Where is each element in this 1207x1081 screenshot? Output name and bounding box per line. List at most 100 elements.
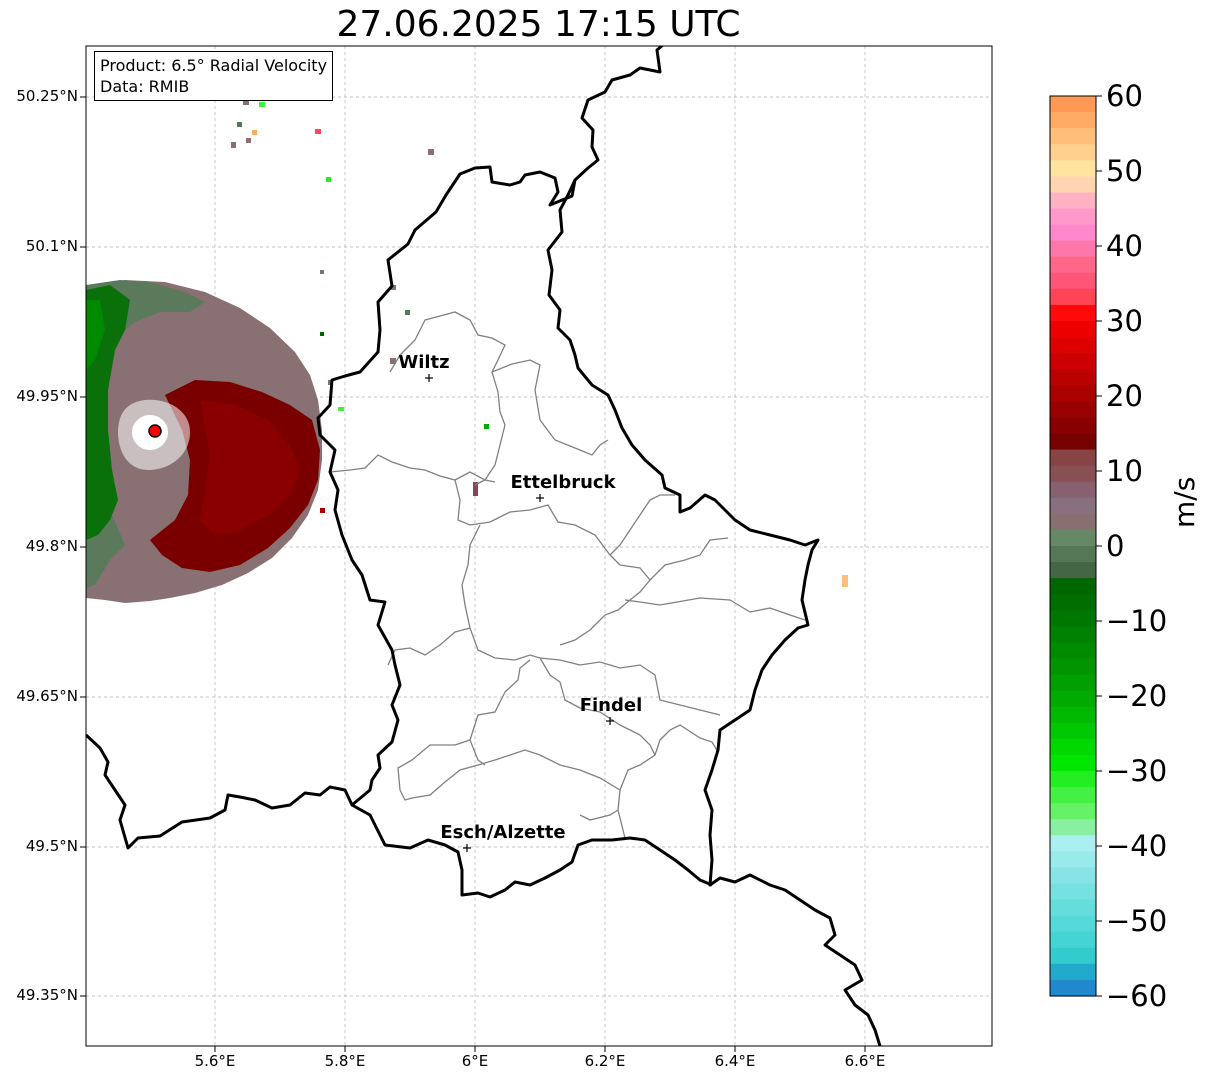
colorbar-band: [1050, 979, 1096, 997]
lat-tick-label: 49.65°N: [16, 687, 78, 705]
canton-borders: [329, 311, 806, 839]
colorbar-band: [1050, 867, 1096, 885]
colorbar-band: [1050, 369, 1096, 386]
colorbar-band: [1050, 224, 1096, 242]
colorbar-band: [1050, 915, 1096, 933]
colorbar-band: [1050, 803, 1096, 820]
colorbar-tick-label: 50: [1106, 154, 1143, 188]
colorbar-band: [1050, 851, 1096, 869]
colorbar-band: [1050, 947, 1096, 965]
colorbar-band: [1050, 963, 1096, 981]
colorbar-band: [1050, 240, 1096, 258]
lon-tick-label: 5.8°E: [324, 1052, 366, 1070]
city-label-wiltz: Wiltz: [398, 352, 449, 373]
colorbar-band: [1050, 754, 1096, 772]
radar-echo-area: [86, 100, 848, 603]
colorbar-tick-label: 30: [1106, 304, 1143, 338]
colorbar-band: [1050, 529, 1096, 547]
colorbar-tick-label: 40: [1106, 229, 1143, 263]
colorbar-band: [1050, 658, 1096, 676]
city-label-findel: Findel: [580, 695, 643, 716]
lon-tick-label: 6°E: [461, 1052, 489, 1070]
colorbar-band: [1050, 626, 1096, 644]
colorbar-tick-label: −60: [1106, 979, 1168, 1013]
colorbar-tick-label: 10: [1106, 454, 1143, 488]
map-title: 27.06.2025 17:15 UTC: [336, 4, 741, 45]
city-marker-findel: [606, 717, 614, 725]
lon-tick-label: 6.4°E: [714, 1052, 756, 1070]
colorbar-unit-label: m/s: [1168, 476, 1201, 528]
colorbar-band: [1050, 112, 1096, 129]
colorbar-tick-label: 20: [1106, 379, 1143, 413]
colorbar-band: [1050, 449, 1096, 467]
colorbar-band: [1050, 706, 1096, 724]
city-marker-ettelbruck: [536, 494, 544, 502]
colorbar-band: [1050, 304, 1096, 322]
colorbar-band: [1050, 433, 1096, 451]
colorbar-band: [1050, 465, 1096, 483]
colorbar-tick-label: −10: [1106, 604, 1168, 638]
city-label-ettelbruck: Ettelbruck: [510, 472, 616, 493]
lat-tick-label: 49.5°N: [25, 837, 78, 855]
lat-tick-label: 49.95°N: [16, 387, 78, 405]
colorbar-band: [1050, 272, 1096, 290]
colorbar-band: [1050, 385, 1096, 402]
colorbar: [1049, 95, 1102, 997]
lon-tick-label: 6.6°E: [844, 1052, 886, 1070]
colorbar-band: [1050, 481, 1096, 499]
colorbar-band: [1050, 771, 1096, 788]
lon-tick-label: 5.6°E: [194, 1052, 236, 1070]
lon-gridlines: [214, 46, 866, 1046]
product-label: Product: 6.5° Radial Velocity: [100, 56, 328, 75]
colorbar-band: [1050, 931, 1096, 949]
data-source-label: Data: RMIB: [100, 77, 190, 96]
colorbar-band: [1050, 513, 1096, 531]
colorbar-band: [1050, 594, 1096, 611]
axis-ticks: [80, 96, 866, 1052]
colorbar-tick-label: −20: [1106, 679, 1168, 713]
colorbar-band: [1050, 883, 1096, 901]
colorbar-band: [1050, 497, 1096, 515]
colorbar-band: [1050, 176, 1096, 194]
colorbar-band: [1050, 835, 1096, 852]
colorbar-band: [1050, 160, 1096, 177]
colorbar-band: [1050, 208, 1096, 226]
colorbar-band: [1050, 642, 1096, 660]
colorbar-band: [1050, 353, 1096, 370]
colorbar-band: [1050, 144, 1096, 161]
city-marker-wiltz: [425, 374, 433, 382]
city-marker-esch: [463, 844, 471, 852]
colorbar-bands: [1050, 96, 1096, 997]
colorbar-tick-label: −40: [1106, 829, 1168, 863]
colorbar-band: [1050, 337, 1096, 354]
product-info-box: Product: 6.5° Radial Velocity Data: RMIB: [94, 51, 334, 101]
radar-site-marker[interactable]: [148, 424, 162, 438]
colorbar-band: [1050, 819, 1096, 836]
colorbar-tick-label: −50: [1106, 904, 1168, 938]
colorbar-band: [1050, 787, 1096, 804]
lat-tick-label: 49.8°N: [25, 537, 78, 555]
national-borders: [86, 46, 882, 1046]
colorbar-band: [1050, 578, 1096, 595]
city-label-esch: Esch/Alzette: [440, 822, 565, 843]
colorbar-band: [1050, 690, 1096, 708]
colorbar-band: [1050, 401, 1096, 419]
lon-tick-label: 6.2°E: [584, 1052, 626, 1070]
lat-tick-label: 50.25°N: [16, 87, 78, 105]
lat-tick-label: 49.35°N: [16, 986, 78, 1004]
map-frame: [85, 45, 993, 1047]
colorbar-band: [1050, 288, 1096, 306]
city-markers: [425, 374, 614, 852]
colorbar-tick-label: −30: [1106, 754, 1168, 788]
colorbar-band: [1050, 738, 1096, 756]
colorbar-band: [1050, 256, 1096, 274]
colorbar-band: [1050, 562, 1096, 579]
colorbar-tick-label: 0: [1106, 529, 1125, 563]
colorbar-tick-label: 60: [1106, 79, 1143, 113]
colorbar-band: [1050, 96, 1096, 113]
colorbar-band: [1050, 722, 1096, 740]
colorbar-band: [1050, 674, 1096, 692]
lat-tick-label: 50.1°N: [25, 237, 78, 255]
colorbar-band: [1050, 128, 1096, 145]
